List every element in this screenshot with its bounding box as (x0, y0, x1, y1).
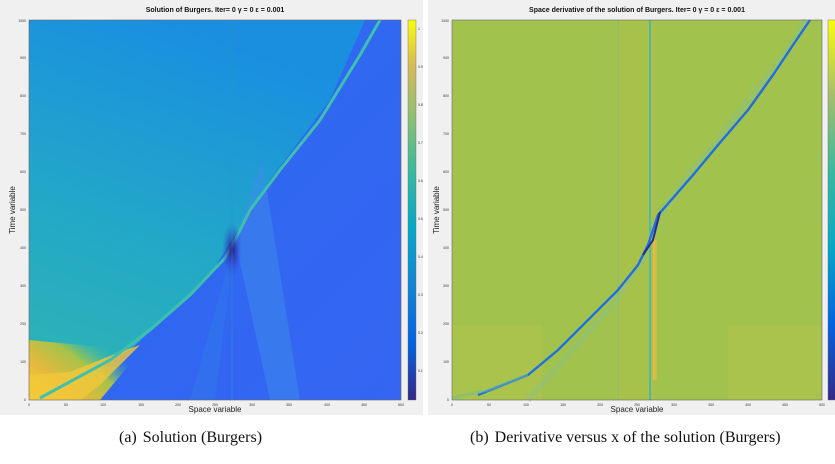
y-tick-label: 700 (443, 132, 449, 136)
y-tick-label: 200 (443, 322, 449, 326)
plot-area (452, 20, 822, 400)
y-tick-label: 300 (20, 284, 26, 288)
x-axis-label: Space variable (611, 405, 664, 414)
caption-text: Derivative versus x of the solution (Bur… (495, 429, 781, 446)
plot-area (29, 20, 401, 400)
y-tick-label: 800 (20, 94, 26, 98)
y-tick-label: 0 (24, 398, 26, 402)
plot-title: Solution of Burgers. Iter= 0 γ = 0 ε = 0… (146, 7, 285, 14)
y-tick-label: 900 (20, 56, 26, 60)
y-tick-label: 300 (443, 284, 449, 288)
y-tick-label: 700 (20, 132, 26, 136)
colorbar-tick-label: 0.8 (418, 103, 423, 107)
y-tick-label: 100 (20, 360, 26, 364)
x-tick-label: 50 (487, 403, 491, 407)
x-tick-label: 450 (361, 403, 367, 407)
plot-title: Space derivative of the solution of Burg… (529, 7, 745, 14)
colorbar-tick-label: 0.7 (418, 141, 423, 145)
x-tick-label: 150 (560, 403, 566, 407)
y-tick-label: 900 (443, 56, 449, 60)
caption-label: (a) (119, 429, 137, 446)
solution-heatmap: Solution of Burgers. Iter= 0 γ = 0 ε = 0… (0, 0, 423, 415)
colorbar: 0.1 0.2 0.3 0.4 0.5 0.6 0.7 0.8 0.9 1 (408, 20, 423, 400)
y-tick-label: 0 (447, 398, 449, 402)
x-tick-label: 0 (451, 403, 453, 407)
x-tick-label: 50 (64, 403, 68, 407)
x-tick-label: 300 (249, 403, 255, 407)
y-tick-label: 600 (20, 170, 26, 174)
x-tick-label: 350 (286, 403, 292, 407)
x-tick-label: 400 (324, 403, 330, 407)
caption-b: (b) Derivative versus x of the solution (… (470, 429, 781, 447)
x-tick-label: 100 (523, 403, 529, 407)
y-tick-label: 400 (20, 246, 26, 250)
x-tick-label: 0 (28, 403, 30, 407)
y-tick-label: 400 (443, 246, 449, 250)
colorbar-tick-label: 1 (418, 27, 420, 31)
caption-a: (a) Solution (Burgers) (119, 429, 262, 447)
y-tick-label: 1000 (18, 19, 26, 23)
x-axis-label: Space variable (189, 405, 242, 414)
caption-label: (b) (470, 429, 489, 446)
y-tick-label: 100 (443, 360, 449, 364)
x-tick-label: 450 (782, 403, 788, 407)
y-axis-label: Time variable (8, 186, 17, 234)
y-tick-label: 500 (20, 208, 26, 212)
colorbar (828, 20, 835, 400)
x-tick-label: 100 (100, 403, 106, 407)
colorbar-tick-label: 0.9 (418, 65, 423, 69)
x-tick-label: 500 (398, 403, 404, 407)
y-axis-label: Time variable (432, 186, 441, 234)
caption-text: Solution (Burgers) (143, 429, 262, 446)
y-tick-label: 200 (20, 322, 26, 326)
y-tick-label: 1000 (441, 19, 449, 23)
y-tick-labels: 0 100 200 300 400 500 600 700 800 900 10… (441, 19, 449, 402)
colorbar-tick-label: 0.1 (418, 369, 423, 373)
x-tick-label: 500 (819, 403, 825, 407)
x-tick-label: 350 (708, 403, 714, 407)
figure-panel-a: Solution of Burgers. Iter= 0 γ = 0 ε = 0… (0, 0, 423, 415)
colorbar-tick-label: 0.2 (418, 331, 423, 335)
colorbar-tick-label: 0.5 (418, 217, 423, 221)
x-tick-label: 200 (175, 403, 181, 407)
y-tick-label: 600 (443, 170, 449, 174)
y-tick-label: 800 (443, 94, 449, 98)
derivative-heatmap: Space derivative of the solution of Burg… (428, 0, 835, 415)
y-tick-label: 500 (443, 208, 449, 212)
x-tick-label: 200 (597, 403, 603, 407)
figure-panel-b: Space derivative of the solution of Burg… (428, 0, 835, 415)
y-tick-labels: 0 100 200 300 400 500 600 700 800 900 10… (18, 19, 26, 402)
x-tick-label: 300 (671, 403, 677, 407)
x-tick-label: 150 (138, 403, 144, 407)
colorbar-tick-label: 0.6 (418, 179, 423, 183)
colorbar-tick-label: 0.4 (418, 255, 423, 259)
x-tick-label: 400 (745, 403, 751, 407)
colorbar-tick-label: 0.3 (418, 293, 423, 297)
